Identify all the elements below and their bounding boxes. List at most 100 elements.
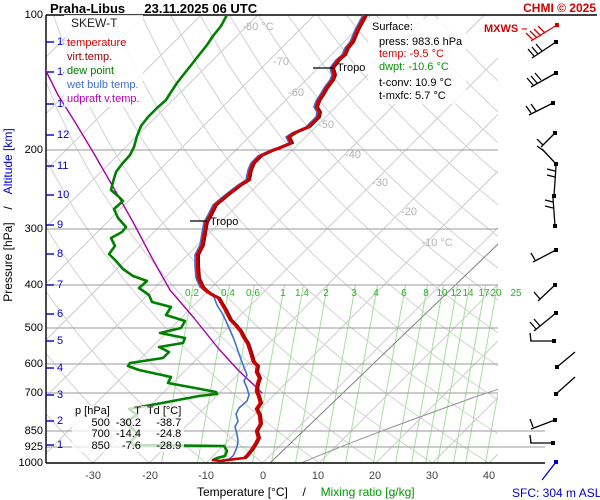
pressure-tick-label: 100 <box>24 9 43 21</box>
wind-barb <box>529 332 556 343</box>
surface-info-box: Surface: press: 983.6 hPa temp: -9.5 °C dw… <box>368 19 467 104</box>
altitude-tick-label: 3 <box>57 389 64 401</box>
mixing-ratio-label: 0.6 <box>246 288 260 299</box>
table-row: 500 -30.2 -38.7 <box>72 416 184 430</box>
surface-values: press: 983.6 hPa temp: -9.5 °C dwpt: -10.6… <box>372 36 462 74</box>
station-name: Praha-Libus <box>50 1 126 16</box>
mixing-ratio-label: 6 <box>401 288 407 299</box>
legend-items: temperature virt.temp. dew point wet bulb t… <box>67 36 140 106</box>
table-cell: -38.7 <box>156 416 182 429</box>
temperature-tick-label: 0 <box>259 470 267 482</box>
wind-barb <box>525 101 555 116</box>
legend-item: wet bulb temp. <box>67 79 139 91</box>
temperature-tick-label: 30 <box>425 470 439 482</box>
mixing-ratio-label: 20 <box>490 288 502 299</box>
x-axis-mixing-label: Mixing ratio [g/kg] <box>320 485 415 499</box>
isotherm-label: -20 <box>401 206 417 218</box>
mixing-ratio-label: 1.4 <box>295 288 309 299</box>
wind-barb <box>527 40 558 59</box>
wind-barb <box>533 283 557 302</box>
isotherm-label: -10 °C <box>421 237 453 249</box>
pressure-tick-label: 300 <box>24 223 43 235</box>
x-axis-title: Temperature [°C] / Mixing ratio [g/kg] <box>197 485 415 499</box>
table-cell: -14.4 <box>115 428 141 440</box>
mixing-ratio-label: 17 <box>478 288 490 299</box>
page-title: Praha-Libus 23.11.2025 06 UTC <box>50 1 257 16</box>
legend-item: virt.temp. <box>67 51 113 63</box>
tropopause-label-2: Tropo <box>210 216 239 228</box>
altitude-tick-label: 10 <box>57 189 70 201</box>
wind-barb <box>554 376 576 396</box>
mixing-ratio-label: 0.4 <box>221 288 235 299</box>
altitude-tick-label: 5 <box>57 335 64 347</box>
altitude-tick-label: 8 <box>57 248 64 260</box>
mixing-ratio-label: 14 <box>462 288 474 299</box>
table-cell: -7.6 <box>121 439 141 452</box>
table-header-cell: p [hPa] <box>75 405 110 417</box>
legend-item: dew point <box>67 65 115 77</box>
pressure-tick-label: 850 <box>24 425 43 437</box>
altitude-tick-label: 12 <box>57 129 70 141</box>
altitude-tick-label: 9 <box>57 219 64 231</box>
legend-item: udpraft v.temp. <box>67 93 140 105</box>
legend: SKEW-T temperature virt.temp. dew point wet… <box>64 15 143 107</box>
y-axis-separator: / <box>1 206 15 210</box>
copyright-label: CHMI © 2025 <box>523 1 596 15</box>
altitude-tick-label: 11 <box>57 160 69 172</box>
table-header-cell: T <box>134 405 141 417</box>
mixing-ratio-label: 10 <box>436 288 448 299</box>
table-row: 700 -14.4 -24.8 <box>72 428 184 441</box>
table-row: 850 -7.6 -28.9 <box>72 439 184 453</box>
table-cell: 700 <box>91 428 110 440</box>
wind-barb <box>526 71 558 88</box>
surface-value-line: t-mxfc: 5.7 °C <box>379 89 446 102</box>
pressure-tick-label: 200 <box>24 144 43 156</box>
tropopause-label-1: Tropo <box>337 62 366 74</box>
mixing-ratio-label: 2 <box>323 288 329 299</box>
altitude-tick-label: 7 <box>57 279 64 291</box>
mixing-ratio-label: 0.2 <box>185 288 199 299</box>
pressure-tick-label: 925 <box>24 441 43 453</box>
mixing-ratio-label: 3 <box>351 288 357 299</box>
isotherm-label: -30 <box>372 177 388 189</box>
pressure-tick-label: 500 <box>24 322 43 334</box>
wind-barb <box>544 197 557 228</box>
temperature-tick-label: -10 <box>198 470 214 482</box>
wind-barb <box>546 165 557 198</box>
altitude-tick-label: 1 <box>57 439 64 451</box>
wind-barb <box>529 418 557 430</box>
pressure-tick-label: 400 <box>24 279 43 291</box>
pressure-tick-label: 600 <box>24 358 43 370</box>
surface-value-line: t-conv: 10.9 °C <box>379 77 452 89</box>
isotherm-label: -40 <box>345 149 361 161</box>
pressure-tick-label: 1000 <box>18 457 43 469</box>
pressure-tick-label: 700 <box>24 387 43 399</box>
wind-barb <box>529 434 555 445</box>
mixing-ratio-label: 25 <box>510 288 522 299</box>
isotherm-label: -60 <box>288 87 304 99</box>
convective-values: t-conv: 10.9 °C t-mxfc: 5.7 °C <box>372 77 462 102</box>
mixing-ratio-label: 1 <box>280 288 286 299</box>
surface-value-line: press: 983.6 hPa <box>379 35 463 48</box>
x-axis-separator: / <box>302 485 306 499</box>
table-cell: -28.9 <box>156 439 182 452</box>
max-wind-label: MXWS – <box>484 23 528 35</box>
temperature-tick-label: 10 <box>311 470 325 482</box>
table-header-cell: Td [°C] <box>146 405 182 417</box>
legend-item: temperature <box>67 37 127 49</box>
wind-barb <box>530 248 558 263</box>
altitude-tick-label: 2 <box>57 415 64 427</box>
wind-barb <box>536 131 557 148</box>
y-axis-pressure-label: Pressure [hPa] <box>1 222 15 302</box>
table-cell: -30.2 <box>115 416 141 429</box>
wind-barbs <box>525 23 576 481</box>
chart-type-label: SKEW-T <box>71 16 118 30</box>
table-cell: -24.8 <box>156 428 182 440</box>
temperature-tick-label: 20 <box>368 470 382 482</box>
isotherm-label: -70 <box>273 56 289 68</box>
isotherm-label: -80 °C <box>242 21 274 33</box>
surface-value-line: dwpt: -10.6 °C <box>379 60 449 73</box>
sounding-datetime: 23.11.2025 06 UTC <box>144 1 258 16</box>
